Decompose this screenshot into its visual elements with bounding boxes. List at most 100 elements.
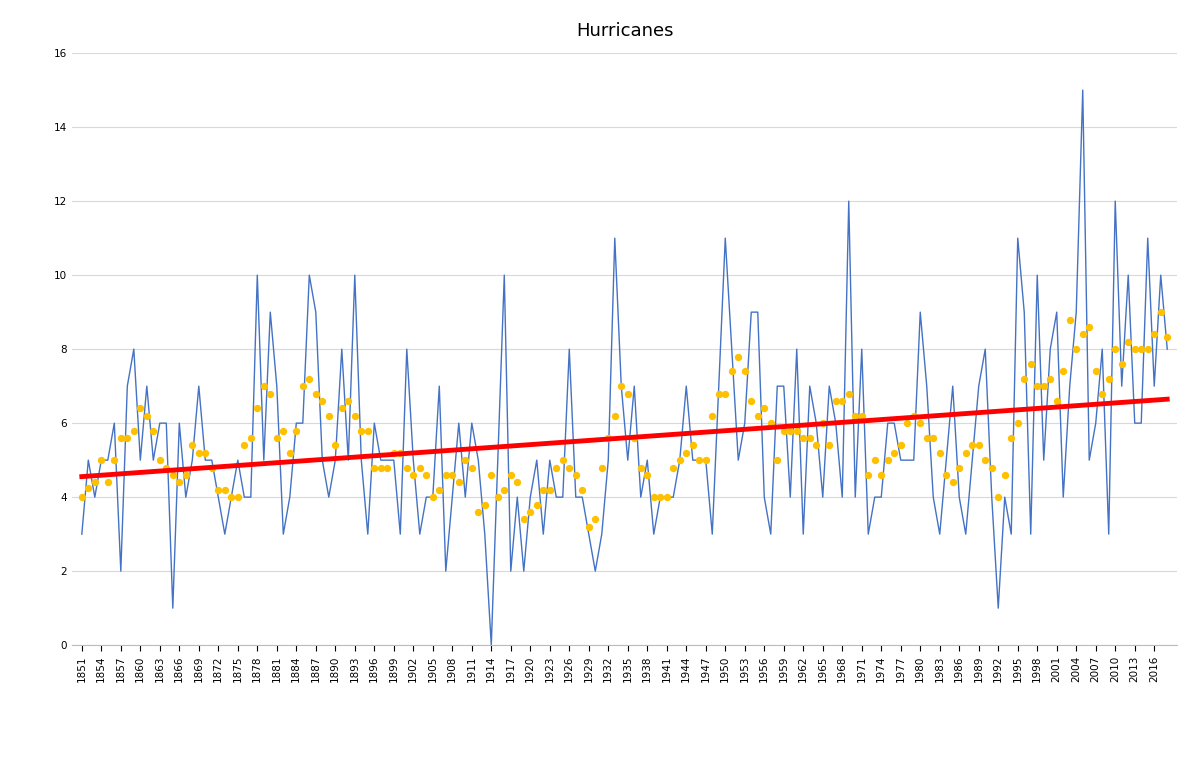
Point — [826, 395, 846, 407]
Point — [1008, 417, 1027, 429]
Point — [98, 477, 118, 489]
Point — [430, 483, 449, 496]
Point — [118, 432, 137, 444]
Point — [508, 477, 527, 489]
Point — [598, 432, 617, 444]
Point — [813, 417, 832, 429]
Point — [476, 499, 495, 511]
Point — [371, 461, 390, 474]
Point — [657, 491, 676, 503]
Point — [521, 505, 540, 518]
Point — [878, 454, 897, 466]
Point — [670, 454, 689, 466]
Point — [969, 439, 988, 452]
Point — [775, 424, 794, 436]
Point — [417, 469, 436, 481]
Point — [501, 469, 520, 481]
Point — [846, 410, 865, 422]
Point — [234, 439, 253, 452]
Point — [1118, 335, 1137, 348]
Point — [183, 439, 202, 452]
Point — [950, 461, 969, 474]
Point — [482, 469, 501, 481]
Point — [910, 417, 930, 429]
Point — [261, 387, 280, 399]
Point — [697, 454, 716, 466]
Point — [632, 461, 651, 474]
Point — [904, 410, 924, 422]
Point — [1053, 365, 1072, 377]
Point — [1093, 387, 1112, 399]
Point — [495, 483, 514, 496]
Point — [1158, 331, 1177, 343]
Point — [319, 410, 339, 422]
Point — [1145, 328, 1164, 340]
Point — [1151, 306, 1170, 318]
Point — [605, 410, 625, 422]
Point — [664, 461, 683, 474]
Point — [124, 424, 143, 436]
Point — [754, 402, 773, 414]
Point — [390, 446, 410, 458]
Point — [1086, 365, 1105, 377]
Point — [943, 477, 962, 489]
Point — [333, 402, 352, 414]
Point — [131, 402, 150, 414]
Point — [800, 432, 819, 444]
Point — [1066, 343, 1086, 355]
Point — [872, 469, 891, 481]
Point — [716, 387, 735, 399]
Point — [156, 461, 175, 474]
Point — [937, 469, 956, 481]
Point — [72, 491, 91, 503]
Point — [853, 410, 872, 422]
Point — [975, 454, 994, 466]
Point — [514, 513, 533, 525]
Point — [112, 432, 131, 444]
Point — [619, 387, 638, 399]
Point — [891, 439, 910, 452]
Point — [533, 483, 552, 496]
Point — [267, 432, 286, 444]
Point — [676, 446, 695, 458]
Point — [1034, 380, 1053, 392]
Point — [1002, 432, 1021, 444]
Point — [859, 469, 878, 481]
Point — [703, 410, 722, 422]
Point — [423, 491, 442, 503]
Point — [683, 439, 703, 452]
Point — [709, 387, 728, 399]
Point — [1106, 343, 1125, 355]
Point — [573, 483, 592, 496]
Point — [988, 491, 1008, 503]
Point — [963, 439, 982, 452]
Point — [956, 446, 975, 458]
Point — [807, 439, 826, 452]
Point — [689, 454, 709, 466]
Point — [449, 477, 468, 489]
Point — [644, 491, 663, 503]
Point — [722, 365, 741, 377]
Point — [982, 461, 1002, 474]
Point — [1139, 343, 1158, 355]
Point — [638, 469, 657, 481]
Point — [325, 439, 345, 452]
Point — [255, 380, 274, 392]
Point — [287, 424, 306, 436]
Point — [611, 380, 631, 392]
Point — [280, 446, 299, 458]
Point — [865, 454, 884, 466]
Point — [358, 424, 377, 436]
Point — [293, 380, 312, 392]
Point — [1099, 373, 1118, 385]
Point — [625, 432, 644, 444]
Point — [560, 461, 579, 474]
Point — [150, 454, 169, 466]
Point — [398, 461, 417, 474]
Point — [228, 491, 247, 503]
Point — [742, 395, 761, 407]
Point — [651, 491, 670, 503]
Point — [365, 461, 384, 474]
Point — [345, 410, 364, 422]
Point — [1040, 373, 1059, 385]
